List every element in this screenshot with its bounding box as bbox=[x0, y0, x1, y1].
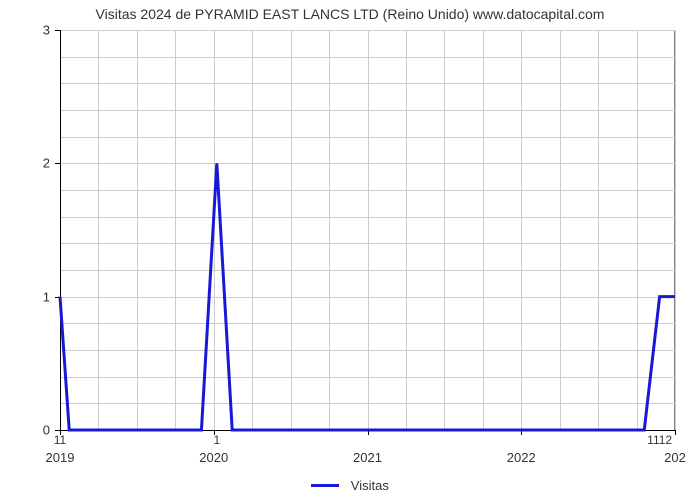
x-secondary-label: 11 bbox=[54, 433, 66, 447]
xtick-label: 2019 bbox=[46, 450, 75, 465]
chart-title: Visitas 2024 de PYRAMID EAST LANCS LTD (… bbox=[0, 6, 700, 22]
legend-label: Visitas bbox=[351, 478, 389, 493]
grid-v bbox=[675, 30, 676, 430]
series-layer bbox=[60, 30, 675, 430]
x-secondary-label: 1112 bbox=[647, 433, 672, 447]
visits-chart: Visitas 2024 de PYRAMID EAST LANCS LTD (… bbox=[0, 0, 700, 500]
legend-swatch bbox=[311, 484, 339, 487]
ytick-label: 1 bbox=[0, 289, 50, 304]
ytick-label: 2 bbox=[0, 156, 50, 171]
legend: Visitas bbox=[0, 477, 700, 493]
xtick-mark bbox=[675, 430, 676, 435]
ytick-label: 3 bbox=[0, 23, 50, 38]
series-visitas bbox=[60, 163, 675, 430]
ytick-label: 0 bbox=[0, 423, 50, 438]
xtick-label: 202 bbox=[664, 450, 686, 465]
xtick-label: 2020 bbox=[199, 450, 228, 465]
xtick-label: 2022 bbox=[507, 450, 536, 465]
xtick-label: 2021 bbox=[353, 450, 382, 465]
x-secondary-label: 1 bbox=[213, 433, 220, 447]
